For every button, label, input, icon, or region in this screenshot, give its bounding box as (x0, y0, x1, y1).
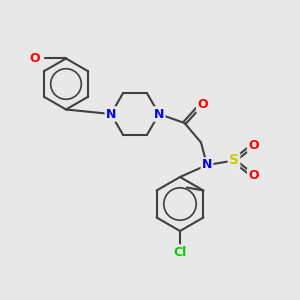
Text: O: O (248, 169, 259, 182)
Text: N: N (154, 107, 164, 121)
Text: O: O (197, 98, 208, 112)
Text: Cl: Cl (173, 245, 187, 259)
Text: N: N (106, 107, 116, 121)
Text: O: O (29, 52, 40, 65)
Text: N: N (202, 158, 212, 172)
Text: S: S (229, 154, 239, 167)
Text: O: O (248, 139, 259, 152)
